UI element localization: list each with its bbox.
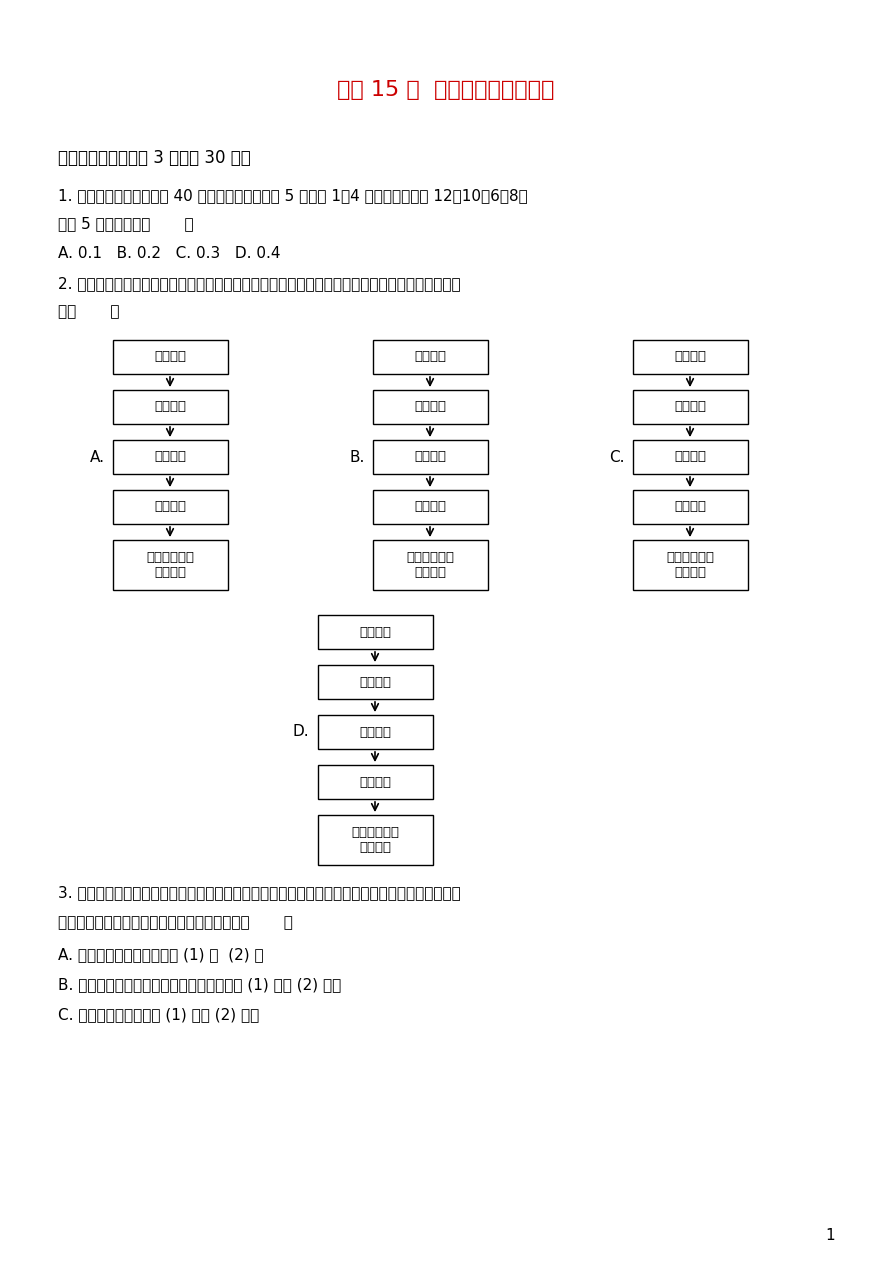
Bar (112, 540, 227, 591)
Bar (318, 615, 433, 649)
Text: 数据表示: 数据表示 (359, 776, 391, 789)
Text: C. 你喜欢哪一类型电脑 (1) 台式 (2) 手提: C. 你喜欢哪一类型电脑 (1) 台式 (2) 手提 (58, 1007, 260, 1022)
Text: 数据处理: 数据处理 (414, 501, 446, 514)
Bar (318, 815, 433, 864)
Bar (632, 390, 747, 424)
Text: 数据表示: 数据表示 (154, 451, 186, 463)
Text: 解决实际问题
作出决策: 解决实际问题 作出决策 (666, 551, 714, 579)
Text: 实际问题: 实际问题 (154, 351, 186, 363)
Text: 数据处理: 数据处理 (154, 501, 186, 514)
Text: 《第 15 章  数据的收集与表示》: 《第 15 章 数据的收集与表示》 (337, 80, 555, 100)
Text: C.: C. (609, 449, 624, 464)
Bar (318, 765, 433, 799)
Text: 数据表示: 数据表示 (674, 501, 706, 514)
Bar (632, 440, 747, 475)
Text: 数据收集: 数据收集 (359, 726, 391, 738)
Text: 2. 下面是四位同学对他们学习小组将要共同进行的一次统计活动分别设计的活动程序，其中正确的: 2. 下面是四位同学对他们学习小组将要共同进行的一次统计活动分别设计的活动程序，… (58, 276, 460, 292)
Text: 实际问题: 实际问题 (674, 351, 706, 363)
Text: 实际问题: 实际问题 (414, 351, 446, 363)
Text: B. 如果你明年购买电脑，打算买什么类型的 (1) 台式 (2) 手提: B. 如果你明年购买电脑，打算买什么类型的 (1) 台式 (2) 手提 (58, 978, 342, 992)
Text: 3. 某电脑厂家为了安排台式电脑和手提电脑的生产比例，而进行一次市场调查，调查员在调查表中: 3. 某电脑厂家为了安排台式电脑和手提电脑的生产比例，而进行一次市场调查，调查员… (58, 886, 461, 901)
Text: D.: D. (293, 724, 310, 740)
Bar (112, 339, 227, 374)
Text: B.: B. (349, 449, 365, 464)
Text: 设计了下面几个问题，你认为哪个提问不合理（       ）: 设计了下面几个问题，你认为哪个提问不合理（ ） (58, 915, 293, 930)
Text: 解决实际问题
作出决策: 解决实际问题 作出决策 (406, 551, 454, 579)
Text: 实际问题: 实际问题 (359, 626, 391, 639)
Text: A. 0.1   B. 0.2   C. 0.3   D. 0.4: A. 0.1 B. 0.2 C. 0.3 D. 0.4 (58, 246, 280, 261)
Text: 数据处理: 数据处理 (674, 451, 706, 463)
Bar (373, 490, 488, 524)
Bar (632, 339, 747, 374)
Text: 是（       ）: 是（ ） (58, 304, 120, 319)
Text: 则第 5 组的频率是（       ）: 则第 5 组的频率是（ ） (58, 217, 194, 231)
Bar (318, 665, 433, 699)
Text: 数据收集: 数据收集 (674, 400, 706, 414)
Bar (318, 716, 433, 750)
Text: 一、选择题（每小题 3 分，共 30 分）: 一、选择题（每小题 3 分，共 30 分） (58, 149, 251, 167)
Text: A.: A. (89, 449, 104, 464)
Text: 解决实际问题
作出决策: 解决实际问题 作出决策 (146, 551, 194, 579)
Bar (373, 339, 488, 374)
Bar (373, 540, 488, 591)
Text: 1. 一次数学测试后，某班 40 名学生的成绩被分为 5 组，第 1～4 组的频数分别为 12、10、6、8，: 1. 一次数学测试后，某班 40 名学生的成绩被分为 5 组，第 1～4 组的频… (58, 188, 528, 203)
Text: A. 你明年是否准备购买电脑 (1) 是  (2) 否: A. 你明年是否准备购买电脑 (1) 是 (2) 否 (58, 948, 264, 963)
Bar (373, 440, 488, 475)
Bar (112, 440, 227, 475)
Bar (112, 490, 227, 524)
Text: 数据表示: 数据表示 (414, 400, 446, 414)
Text: 解决实际问题
作出决策: 解决实际问题 作出决策 (351, 827, 399, 854)
Text: 1: 1 (825, 1228, 835, 1243)
Bar (373, 390, 488, 424)
Text: 数据处理: 数据处理 (359, 675, 391, 689)
Text: 数据收集: 数据收集 (414, 451, 446, 463)
Bar (632, 540, 747, 591)
Bar (112, 390, 227, 424)
Bar (632, 490, 747, 524)
Text: 数据收集: 数据收集 (154, 400, 186, 414)
